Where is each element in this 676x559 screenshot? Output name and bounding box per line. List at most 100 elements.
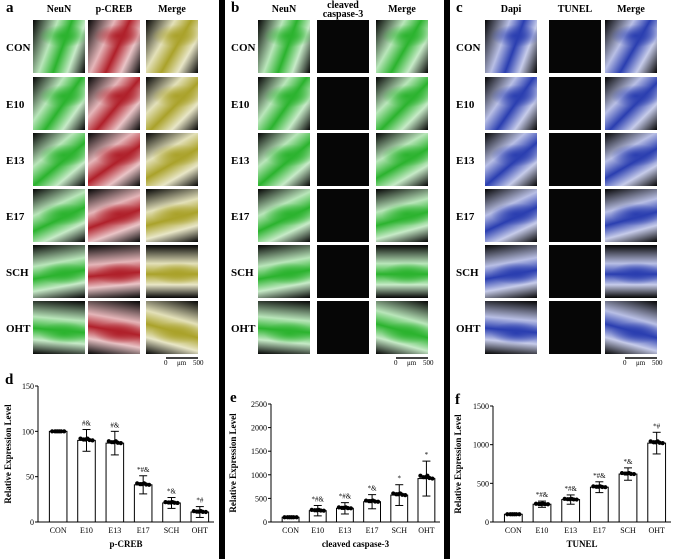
x-tick-label: E17 <box>366 526 379 535</box>
bar <box>48 430 68 523</box>
y-tick-label: 1500 <box>473 402 489 411</box>
data-point <box>203 509 208 515</box>
y-tick-label: 2500 <box>251 400 267 409</box>
row-label: E13 <box>231 155 250 167</box>
micrograph-tile <box>146 189 198 242</box>
y-tick-label: 1000 <box>251 471 267 480</box>
data-point <box>90 438 95 443</box>
micrograph-tile <box>485 189 537 242</box>
significance-mark: *#& <box>312 495 325 503</box>
y-tick-label: 500 <box>477 479 489 488</box>
panel-label-b: b <box>231 0 240 16</box>
micrograph-tile <box>258 301 310 354</box>
micrograph-tile <box>146 245 198 298</box>
x-tick-label: CON <box>50 526 67 535</box>
micrograph-tile <box>376 301 428 354</box>
micrograph-tile <box>605 77 657 130</box>
data-point <box>533 501 539 506</box>
scale-bar-unit: μm <box>636 359 646 367</box>
row-label: E10 <box>6 99 25 111</box>
micrograph-tile <box>88 77 140 130</box>
x-tick-label: E10 <box>311 526 324 535</box>
x-tick-label: E13 <box>108 526 121 535</box>
x-tick-label: SCH <box>164 526 180 535</box>
x-tick-label: OHT <box>192 526 209 535</box>
scale-bar-unit: μm <box>407 359 417 367</box>
data-point <box>345 506 351 511</box>
row-label: CON <box>456 42 481 54</box>
x-tick-label: SCH <box>620 526 636 535</box>
y-axis-label: Relative Expression Level <box>228 413 238 513</box>
micrograph-tile <box>258 245 310 298</box>
row-label: CON <box>6 42 31 54</box>
micrograph-tile <box>258 77 310 130</box>
significance-mark: * <box>398 475 402 483</box>
scale-bar-max: 500 <box>193 359 204 367</box>
y-tick-label: 100 <box>22 427 34 436</box>
scale-bar-zero: 0 <box>394 359 398 367</box>
y-tick-label: 0 <box>30 518 34 527</box>
row-label: E13 <box>6 155 25 167</box>
column-label: p-CREB <box>95 4 133 15</box>
data-point <box>505 512 510 517</box>
significance-mark: #& <box>82 420 92 428</box>
micrograph-tile <box>485 301 537 354</box>
data-point <box>200 509 205 514</box>
chart-label-d: d <box>5 372 14 388</box>
x-tick-label: OHT <box>648 526 665 535</box>
x-tick-label: E17 <box>137 526 150 535</box>
x-tick-label: E17 <box>593 526 606 535</box>
row-label: E17 <box>231 211 250 223</box>
y-tick-label: 1000 <box>473 441 489 450</box>
micrograph-tile <box>485 245 537 298</box>
chart-f-background <box>450 370 676 559</box>
data-point <box>603 485 608 490</box>
micrograph-tile <box>376 189 428 242</box>
data-point <box>514 512 519 517</box>
micrograph-tile <box>88 245 140 298</box>
row-label: OHT <box>456 323 481 335</box>
micrograph-tile <box>33 245 85 298</box>
row-label: E17 <box>6 211 25 223</box>
x-tick-label: CON <box>282 526 299 535</box>
micrograph-tile <box>605 189 657 242</box>
chart-label-f: f <box>455 392 461 408</box>
micrograph-tile <box>549 77 601 130</box>
micrograph-tile <box>33 77 85 130</box>
data-point <box>542 502 548 507</box>
micrograph-tile <box>605 245 657 298</box>
row-label: CON <box>231 42 256 54</box>
micrograph-tile <box>376 245 428 298</box>
significance-mark: *& <box>368 485 378 493</box>
bar <box>618 473 638 523</box>
micrograph-tile <box>485 133 537 186</box>
micrograph-tile <box>146 301 198 354</box>
x-axis-label: TUNEL <box>566 539 597 549</box>
micrograph-tile <box>88 189 140 242</box>
data-point <box>147 482 152 487</box>
micrograph-tile <box>33 301 85 354</box>
data-point <box>291 515 296 520</box>
y-axis-label: Relative Expression Level <box>453 414 463 514</box>
data-point <box>348 506 354 511</box>
panel-label-c: c <box>456 0 463 16</box>
scale-bar-unit: μm <box>177 359 187 367</box>
row-label: E13 <box>456 155 475 167</box>
data-point <box>403 492 408 498</box>
significance-mark: * <box>425 451 429 459</box>
data-point <box>294 515 299 520</box>
micrograph-tile <box>549 245 601 298</box>
y-tick-label: 0 <box>485 518 489 527</box>
micrograph-tile <box>317 245 369 298</box>
micrograph-tile <box>605 301 657 354</box>
data-point <box>631 471 637 477</box>
significance-mark: *#& <box>536 491 549 499</box>
y-tick-label: 500 <box>255 494 267 503</box>
micrograph-tile <box>258 133 310 186</box>
significance-mark: *# <box>653 422 661 430</box>
scale-bar <box>396 357 428 359</box>
micrograph-tile <box>376 20 428 73</box>
y-axis-label: Relative Expression Level <box>3 404 13 504</box>
